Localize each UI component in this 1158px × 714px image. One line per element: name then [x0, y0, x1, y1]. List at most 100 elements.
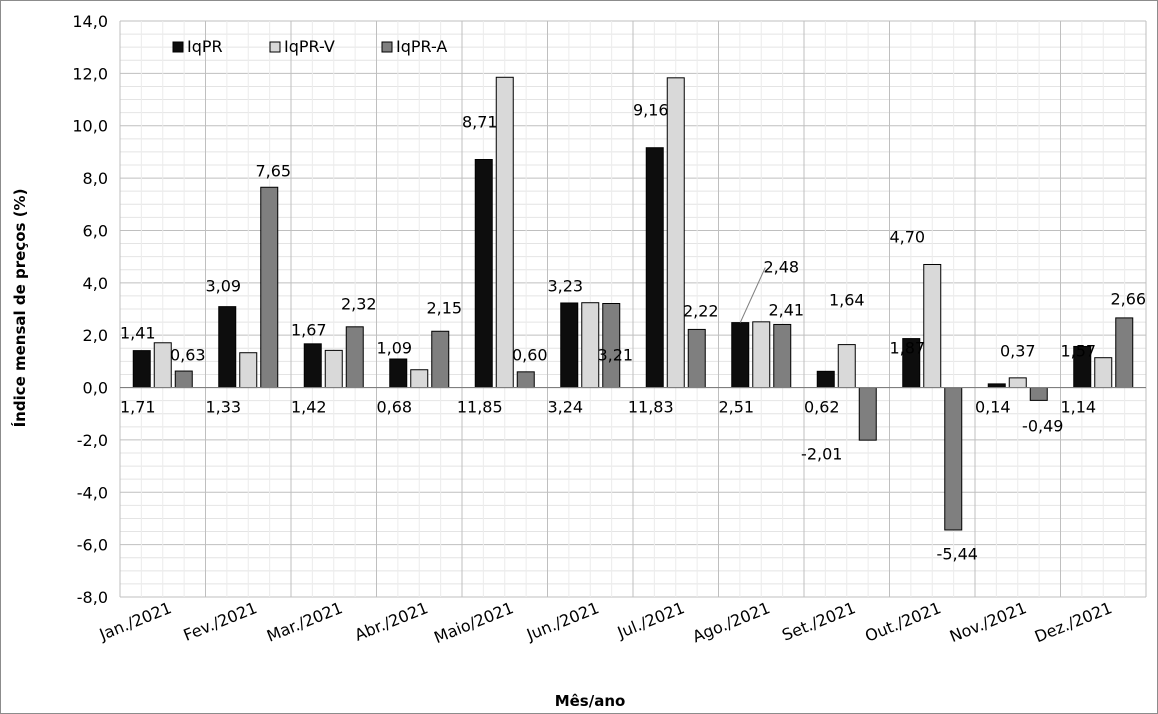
data-label-iqpr-a-4: 2,15	[426, 299, 462, 318]
data-label-iqpr-11: 0,14	[975, 398, 1011, 417]
legend-label-iqpr-v: IqPR-V	[284, 37, 335, 56]
data-label-iqpr-7: 9,16	[633, 101, 669, 120]
data-label-iqpr-a-12: 2,66	[1110, 290, 1146, 309]
x-tick-label: Set./2021	[779, 598, 858, 645]
data-label-iqpr-4: 1,09	[376, 339, 412, 358]
data-label-iqpr-5: 8,71	[462, 113, 498, 132]
legend: IqPR IqPR-V IqPR-A	[172, 37, 447, 56]
x-tick-label: Fev./2021	[181, 598, 260, 645]
y-tick-label: 8,0	[83, 169, 108, 188]
y-tick-label: 10,0	[72, 117, 108, 136]
legend-swatch-iqpr-v	[269, 41, 281, 53]
y-tick-label: -2,0	[77, 431, 108, 450]
data-label-iqpr-v-7: 11,83	[628, 398, 674, 417]
data-label-iqpr-a-2: 7,65	[255, 162, 291, 181]
bar-iqpr-v-10	[923, 263, 942, 389]
data-label-iqpr-3: 1,67	[291, 321, 327, 340]
bar-iqpr-9	[816, 370, 835, 389]
data-label-iqpr-a-11: -0,49	[1022, 417, 1063, 436]
data-label-iqpr-2: 3,09	[205, 277, 241, 296]
data-label-iqpr-a-9: -2,01	[801, 445, 842, 464]
data-label-iqpr-v-1: 1,71	[120, 398, 156, 417]
bar-iqpr-1	[132, 350, 151, 389]
x-axis-title: Mês/ano	[555, 692, 626, 710]
y-tick-label: 12,0	[72, 64, 108, 83]
y-tick-labels: -8,0 -6,0 -4,0 -2,0 0,0 2,0 4,0 6,0 8,0 10,0 12,0 1…	[72, 12, 108, 607]
data-label-iqpr-8: 2,48	[763, 258, 799, 277]
data-label-iqpr-a-1: 0,63	[170, 346, 206, 365]
y-tick-label: -4,0	[77, 483, 108, 502]
y-tick-label: -6,0	[77, 536, 108, 555]
y-tick-label: 0,0	[83, 379, 108, 398]
bar-iqpr-a-1	[174, 370, 193, 389]
bar-iqpr-a-8	[773, 323, 792, 389]
x-tick-label: Maio/2021	[431, 598, 516, 647]
bar-iqpr-3	[303, 343, 322, 389]
y-tick-label: 14,0	[72, 12, 108, 31]
legend-label-iqpr: IqPR	[187, 37, 223, 56]
bar-iqpr-7	[645, 147, 664, 389]
bar-iqpr-v-2	[239, 352, 258, 389]
data-label-iqpr-10: 1,87	[889, 339, 925, 358]
data-label-iqpr-v-8: 2,51	[718, 398, 754, 417]
bar-iqpr-v-9	[837, 344, 856, 389]
y-tick-label: 6,0	[83, 221, 108, 240]
x-tick-label: Ago./2021	[690, 598, 773, 646]
bar-iqpr-v-6	[581, 302, 600, 389]
data-label-iqpr-v-9: 1,64	[829, 291, 865, 310]
data-label-iqpr-a-5: 0,60	[512, 346, 548, 365]
bar-iqpr-4	[389, 358, 408, 389]
bar-iqpr-a-3	[345, 326, 364, 389]
data-label-iqpr-9: 0,62	[804, 398, 840, 417]
data-label-iqpr-v-2: 1,33	[205, 398, 241, 417]
bar-iqpr-v-11	[1008, 377, 1027, 389]
data-labels: 1,41 3,09 1,67 1,09 8,71 3,23 9,16 2,48 0,62 1,87…	[120, 101, 1146, 564]
leader-line	[739, 267, 766, 323]
data-label-iqpr-v-10: 4,70	[889, 228, 925, 247]
x-tick-label: Mar./2021	[264, 598, 345, 646]
x-tick-label: Jun./2021	[523, 598, 602, 645]
bar-iqpr-a-11	[1029, 387, 1048, 401]
data-label-iqpr-12: 1,57	[1060, 342, 1096, 361]
data-label-iqpr-a-10: -5,44	[937, 545, 978, 564]
legend-swatch-iqpr-a	[381, 41, 393, 53]
data-label-iqpr-1: 1,41	[120, 324, 156, 343]
y-tick-label: 4,0	[83, 274, 108, 293]
data-label-iqpr-6: 3,23	[547, 277, 583, 296]
bar-iqpr-a-7	[687, 328, 706, 389]
data-label-iqpr-v-12: 1,14	[1060, 398, 1096, 417]
bar-iqpr-v-12	[1094, 357, 1113, 389]
bar-iqpr-a-4	[431, 330, 450, 389]
data-label-iqpr-v-11: 0,37	[1000, 342, 1036, 361]
data-label-iqpr-v-5: 11,85	[457, 398, 503, 417]
data-label-iqpr-v-3: 1,42	[291, 398, 327, 417]
bar-iqpr-v-8	[752, 321, 771, 389]
bar-iqpr-v-4	[410, 369, 429, 389]
data-label-iqpr-v-4: 0,68	[376, 398, 412, 417]
bar-iqpr-a-2	[260, 186, 279, 389]
data-label-iqpr-a-7: 2,22	[683, 302, 719, 321]
data-label-iqpr-a-6: 3,21	[597, 346, 633, 365]
bar-iqpr-a-5	[516, 371, 535, 389]
data-label-iqpr-v-6: 3,24	[547, 398, 583, 417]
bar-iqpr-a-10	[944, 387, 963, 531]
x-tick-label: Dez./2021	[1032, 598, 1115, 646]
x-tick-label: Abr./2021	[352, 598, 431, 645]
bar-iqpr-2	[218, 306, 237, 389]
data-label-iqpr-a-8: 2,41	[768, 301, 804, 320]
x-tick-label: Nov./2021	[947, 598, 1029, 646]
legend-swatch-iqpr	[172, 41, 184, 53]
grid	[119, 20, 1147, 598]
y-tick-label: 2,0	[83, 326, 108, 345]
bar-iqpr-a-12	[1115, 317, 1134, 389]
y-tick-label: -8,0	[77, 588, 108, 607]
bar-iqpr-v-3	[324, 349, 343, 389]
bar-iqpr-a-9	[858, 387, 877, 441]
bar-iqpr-8	[731, 322, 750, 389]
x-tick-label: Jul./2021	[614, 598, 687, 642]
legend-label-iqpr-a: IqPR-A	[396, 37, 447, 56]
data-label-iqpr-a-3: 2,32	[341, 295, 377, 314]
y-axis-title: Índice mensal de preços (%)	[10, 189, 29, 428]
bar-iqpr-v-5	[495, 76, 514, 389]
